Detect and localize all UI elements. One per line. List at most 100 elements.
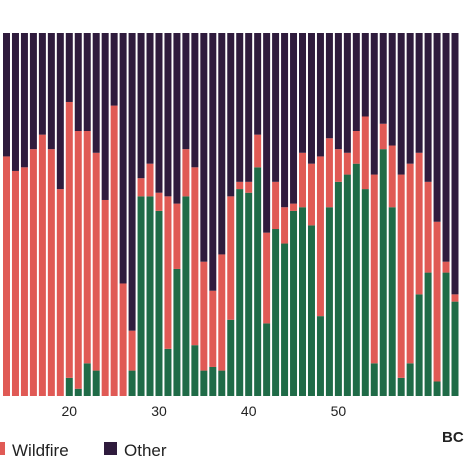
bar-segment-wildfire-56 [388, 145, 396, 208]
bar-segment-wildfire-27 [128, 330, 136, 371]
bar-segment-other-14 [11, 33, 19, 171]
x-tick-label: 40 [241, 403, 257, 419]
bar-segment-series-0-51 [343, 174, 351, 396]
bar-segment-other-62 [442, 33, 450, 262]
bar-segment-wildfire-52 [352, 131, 360, 164]
bar-segment-wildfire-31 [164, 196, 172, 349]
bar-segment-wildfire-19 [56, 189, 64, 396]
bar-segment-series-0-34 [191, 345, 199, 396]
bar-segment-wildfire-59 [415, 152, 423, 295]
bar-segment-series-0-48 [316, 316, 324, 396]
bar-segment-other-35 [200, 33, 208, 262]
bar-segment-series-0-31 [164, 348, 172, 396]
bar-segment-other-39 [236, 33, 244, 182]
bar-segment-series-0-35 [200, 370, 208, 396]
bar-segment-wildfire-23 [92, 152, 100, 371]
bar-segment-other-25 [110, 33, 118, 106]
bar-segment-wildfire-44 [281, 207, 289, 244]
bar-segment-other-27 [128, 33, 136, 331]
bar-segment-series-0-28 [137, 196, 145, 396]
bar-segment-other-36 [209, 33, 217, 291]
bar-segment-other-37 [218, 33, 226, 255]
bar-segment-wildfire-28 [137, 178, 145, 197]
bar-segment-wildfire-33 [182, 149, 190, 197]
bar-segment-other-31 [164, 33, 172, 197]
bar-segment-other-16 [29, 33, 37, 150]
bar-segment-series-0-62 [442, 272, 450, 396]
bar-segment-other-20 [65, 33, 73, 102]
bar-segment-series-0-47 [307, 225, 315, 396]
panel-label: BC [442, 429, 464, 446]
bar-segment-other-52 [352, 33, 360, 132]
bar-segment-other-34 [191, 33, 199, 168]
bar-segment-other-30 [155, 33, 163, 193]
bar-segment-wildfire-25 [110, 105, 118, 396]
legend-label-wildfire: Wildfire [12, 441, 69, 460]
bar-segment-wildfire-13 [3, 156, 10, 396]
bar-segment-series-0-37 [218, 370, 226, 396]
bar-segment-series-0-56 [388, 207, 396, 396]
bar-segment-other-15 [20, 33, 28, 168]
bar-segment-other-54 [370, 33, 378, 175]
bar-segment-series-0-63 [451, 301, 459, 396]
x-tick-label: 20 [62, 403, 78, 419]
bar-segment-wildfire-61 [433, 221, 441, 382]
bar-segment-wildfire-63 [451, 294, 459, 302]
bar-segment-other-40 [245, 33, 253, 182]
bar-segment-other-53 [361, 33, 369, 117]
bar-segment-other-26 [119, 33, 127, 284]
bar-segment-series-0-36 [209, 366, 217, 396]
bar-segment-series-0-40 [245, 192, 253, 396]
bar-segment-series-0-38 [227, 319, 235, 396]
bar-segment-other-47 [307, 33, 315, 164]
bar-segment-other-13 [3, 33, 10, 157]
bar-segment-other-44 [281, 33, 289, 208]
bar-segment-wildfire-40 [245, 181, 253, 193]
bar-segment-series-0-46 [299, 207, 307, 396]
bar-segment-series-0-49 [325, 207, 333, 396]
bar-segment-wildfire-26 [119, 283, 127, 396]
bar-segment-wildfire-18 [47, 149, 55, 396]
bar-segment-series-0-59 [415, 294, 423, 396]
bar-segment-wildfire-24 [101, 199, 109, 396]
bar-segment-wildfire-17 [38, 134, 46, 396]
bar-segment-series-0-20 [65, 377, 73, 396]
bar-segment-other-18 [47, 33, 55, 150]
bar-segment-other-56 [388, 33, 396, 146]
legend-swatch-other [104, 442, 117, 455]
bar-segment-other-42 [263, 33, 271, 233]
bar-segment-wildfire-51 [343, 152, 351, 175]
bar-segment-series-0-39 [236, 189, 244, 396]
bar-segment-other-43 [272, 33, 280, 182]
bar-segment-other-17 [38, 33, 46, 135]
bar-segment-wildfire-35 [200, 261, 208, 371]
bar-segment-other-23 [92, 33, 100, 153]
bar-segment-other-51 [343, 33, 351, 153]
bar-segment-wildfire-20 [65, 101, 73, 378]
bar-segment-series-0-58 [406, 363, 414, 396]
x-tick-label: 50 [331, 403, 347, 419]
bar-segment-other-24 [101, 33, 109, 200]
bar-segment-other-33 [182, 33, 190, 150]
bar-segment-wildfire-41 [254, 134, 262, 168]
bar-segment-wildfire-54 [370, 174, 378, 364]
bar-segment-other-21 [74, 33, 82, 132]
bar-segment-other-61 [433, 33, 441, 222]
bar-segment-wildfire-14 [11, 170, 19, 396]
bar-segment-other-48 [316, 33, 324, 157]
bar-segment-series-0-52 [352, 163, 360, 396]
bar-segment-other-63 [451, 33, 459, 295]
bar-segment-other-38 [227, 33, 235, 197]
bar-segment-wildfire-22 [83, 131, 91, 364]
bar-segment-wildfire-62 [442, 261, 450, 273]
x-axis-ticks: 20 30 40 50 [62, 403, 347, 419]
bar-segment-other-49 [325, 33, 333, 139]
bar-segment-other-57 [397, 33, 405, 175]
bar-segment-other-59 [415, 33, 423, 153]
bar-segment-other-46 [299, 33, 307, 153]
bar-segment-series-0-45 [290, 210, 298, 396]
bar-segment-wildfire-60 [424, 181, 432, 273]
bar-segment-series-0-32 [173, 268, 181, 396]
